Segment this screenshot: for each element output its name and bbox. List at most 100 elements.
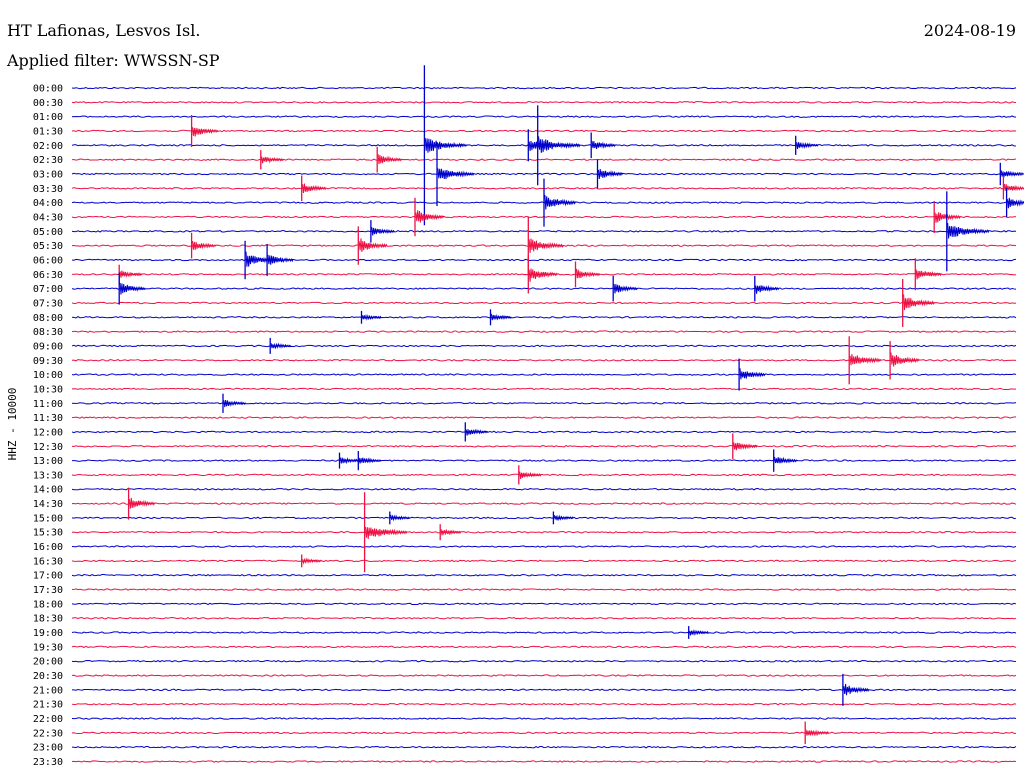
trace-line: [71, 172, 1017, 176]
time-tick-label: 16:30: [33, 556, 63, 567]
trace-line: [71, 373, 1017, 376]
time-tick-label: 18:30: [33, 614, 63, 625]
trace-line: [71, 315, 1017, 319]
trace-line: [71, 702, 1017, 706]
time-tick-label: 14:00: [33, 485, 63, 496]
event-burst: [537, 105, 581, 186]
event-burst: [414, 197, 445, 237]
time-tick-label: 03:00: [33, 170, 63, 181]
event-burst: [266, 244, 294, 276]
event-burst: [127, 487, 156, 520]
time-tick-label: 00:30: [33, 98, 63, 109]
event-burst: [118, 264, 143, 284]
time-tick-label: 12:30: [33, 442, 63, 453]
channel-axis-label: HHZ - 10000: [6, 388, 19, 461]
event-burst: [389, 511, 410, 525]
event-burst: [738, 358, 766, 391]
event-burst: [754, 275, 780, 302]
trace-line: [71, 115, 1017, 118]
trace-line: [71, 745, 1017, 749]
trace-line: [71, 258, 1017, 262]
time-tick-label: 05:00: [33, 227, 63, 238]
filter-label: Applied filter: WWSSN-SP: [6, 51, 220, 70]
trace-line: [71, 473, 1017, 477]
event-burst: [464, 422, 489, 442]
event-burst: [518, 465, 542, 485]
trace-line: [71, 530, 1017, 534]
trace-line: [71, 430, 1017, 434]
event-burst: [795, 135, 819, 155]
event-burst: [118, 272, 146, 305]
time-tick-label: 06:30: [33, 270, 63, 281]
trace-line: [71, 444, 1017, 448]
trace-line: [71, 760, 1017, 763]
trace-line: [71, 588, 1017, 591]
trace-line: [71, 230, 1017, 233]
trace-line: [71, 631, 1017, 634]
time-tick-label: 21:30: [33, 700, 63, 711]
event-burst: [999, 162, 1024, 186]
event-burst: [376, 146, 402, 173]
event-burst: [190, 232, 217, 259]
event-burst: [596, 159, 624, 189]
event-burst: [301, 554, 322, 568]
event-burst: [612, 275, 638, 302]
trace-line: [71, 516, 1017, 520]
trace-line: [71, 545, 1017, 548]
event-burst: [1005, 188, 1024, 217]
record-date: 2024-08-19: [924, 21, 1016, 40]
event-burst: [222, 393, 246, 413]
trace-line: [71, 717, 1017, 720]
event-burst: [357, 226, 388, 265]
time-tick-label: 20:00: [33, 657, 63, 668]
event-burst: [946, 191, 990, 272]
trace-line: [71, 674, 1017, 677]
time-tick-label: 20:30: [33, 671, 63, 682]
time-tick-label: 13:00: [33, 456, 63, 467]
time-tick-label: 08:30: [33, 327, 63, 338]
trace-line: [71, 416, 1017, 419]
time-tick-label: 21:00: [33, 685, 63, 696]
event-burst: [370, 220, 395, 243]
time-tick-label: 04:30: [33, 213, 63, 224]
time-tick-label: 17:30: [33, 585, 63, 596]
trace-line: [71, 287, 1017, 290]
event-burst: [889, 341, 920, 380]
event-burst: [732, 433, 758, 460]
trace-line: [71, 645, 1017, 649]
trace-line: [71, 559, 1017, 563]
event-burst: [260, 150, 284, 170]
event-burst: [423, 65, 468, 226]
trace-line: [71, 731, 1017, 735]
event-burst: [543, 178, 576, 227]
event-burst: [574, 261, 601, 288]
time-tick-label: 03:30: [33, 184, 63, 195]
time-tick-label: 16:00: [33, 542, 63, 553]
event-burst: [902, 278, 935, 327]
time-tick-label: 11:30: [33, 413, 63, 424]
time-tick-label: 09:30: [33, 356, 63, 367]
trace-line: [71, 387, 1017, 391]
time-tick-label: 15:00: [33, 513, 63, 524]
time-tick-label: 19:00: [33, 628, 63, 639]
trace-line: [71, 402, 1017, 405]
event-burst: [804, 721, 830, 745]
station-title: HT Lafionas, Lesvos Isl.: [7, 21, 200, 40]
event-burst: [552, 511, 574, 525]
time-tick-label: 10:00: [33, 370, 63, 381]
event-burst: [590, 132, 616, 159]
event-burst: [773, 449, 798, 472]
time-tick-label: 18:00: [33, 599, 63, 610]
seismic-traces: [71, 86, 1017, 763]
event-burst: [527, 255, 558, 294]
trace-line: [71, 602, 1017, 606]
event-burst: [688, 626, 709, 639]
event-burst: [933, 201, 961, 233]
trace-line: [71, 330, 1017, 333]
trace-line: [71, 158, 1017, 161]
trace-line: [71, 301, 1017, 305]
time-tick-label: 02:30: [33, 155, 63, 166]
event-burst: [1002, 177, 1024, 200]
trace-line: [71, 459, 1017, 462]
